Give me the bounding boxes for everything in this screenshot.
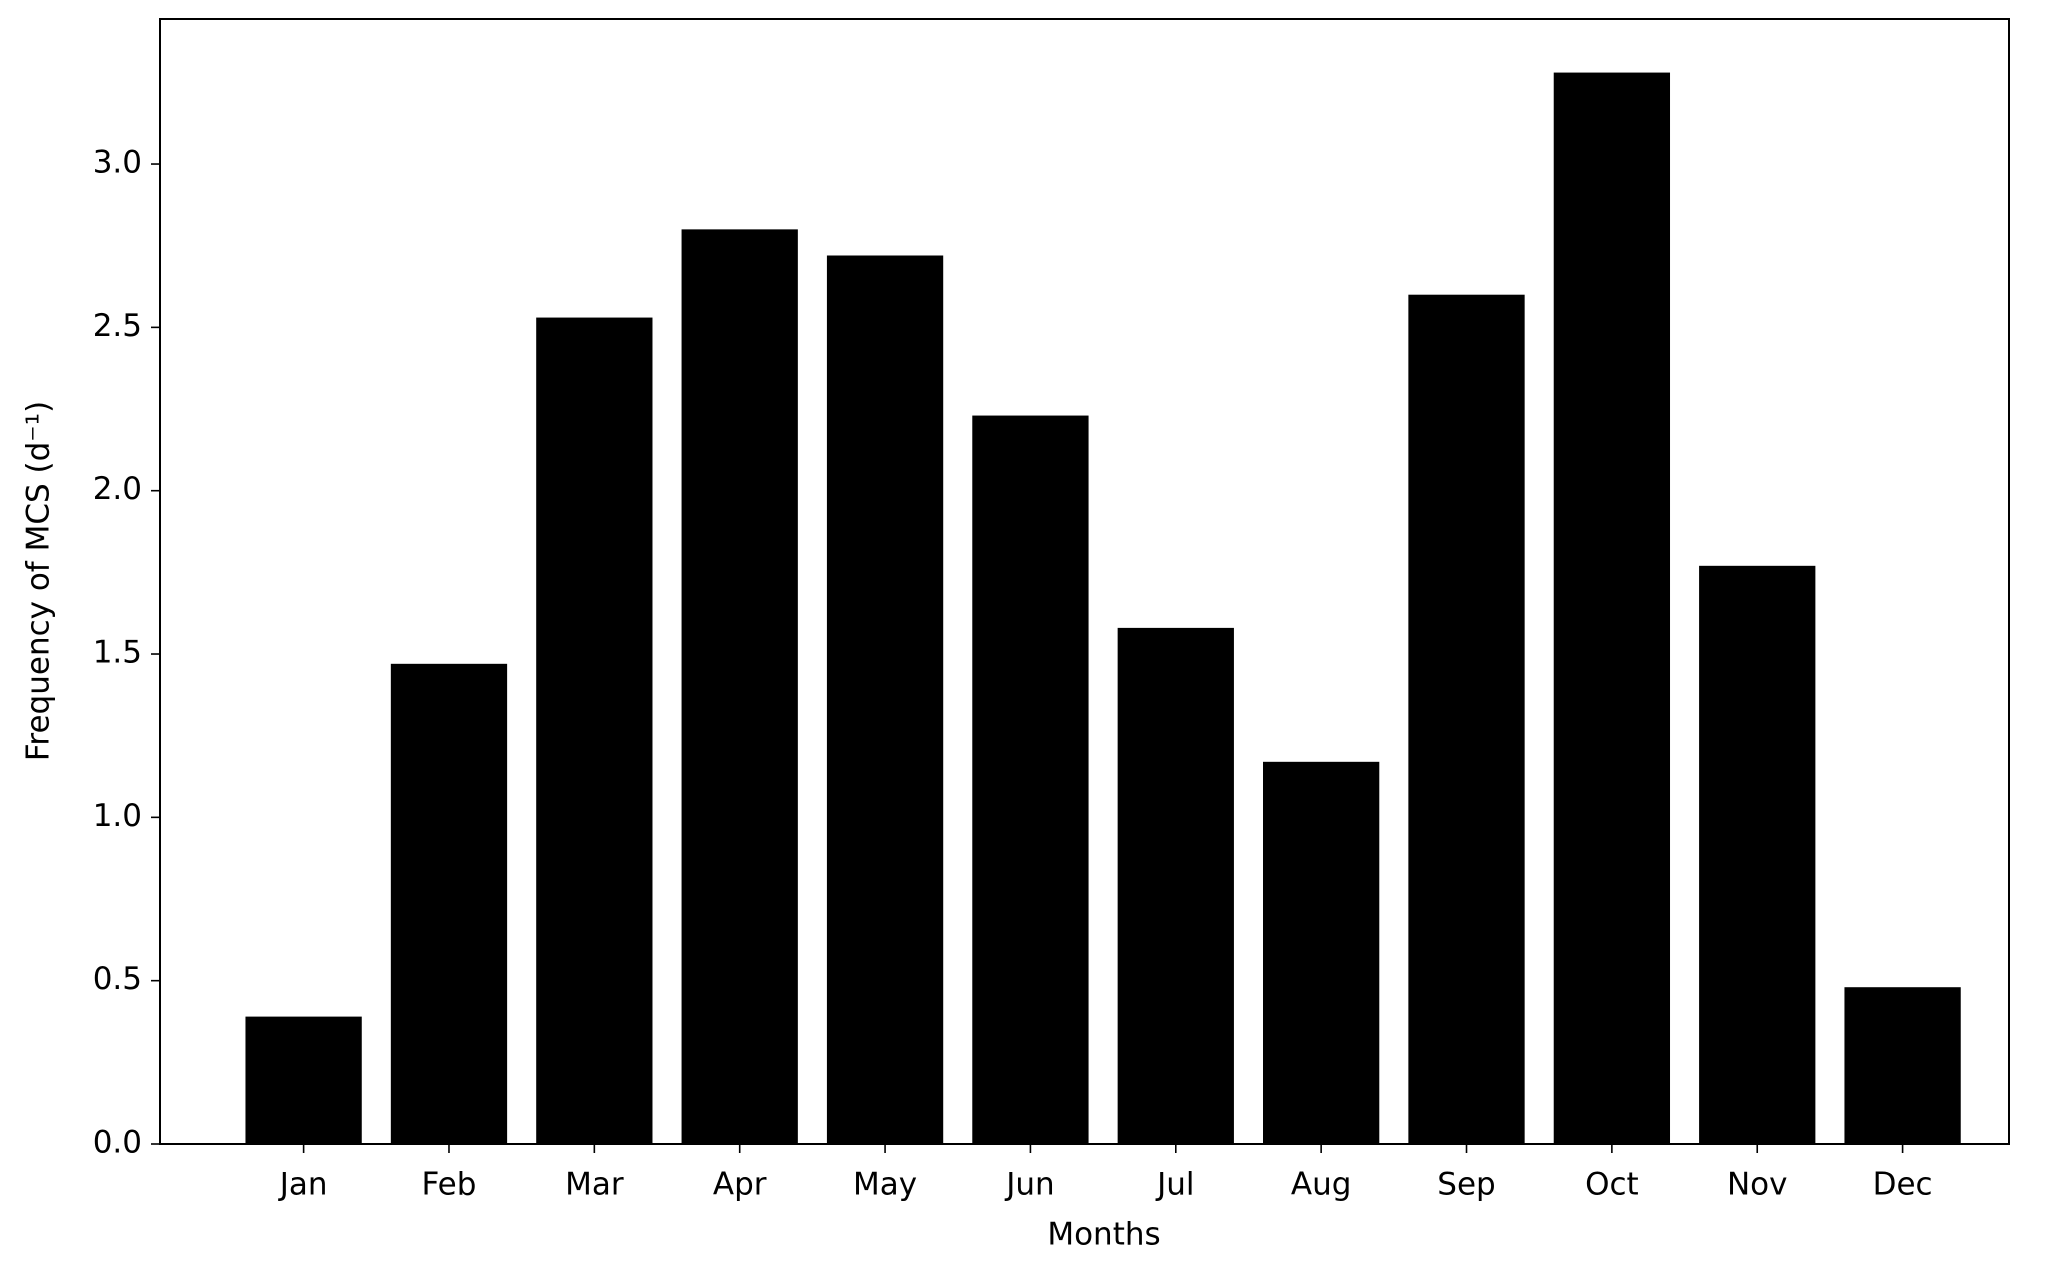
x-tick-label: Aug [1291,1167,1352,1203]
bar [681,229,798,1145]
x-tick-label: Jan [278,1167,328,1203]
bar [1117,627,1234,1144]
y-tick-label: 0.5 [93,961,142,997]
bar [972,415,1089,1145]
x-tick-label: Nov [1727,1167,1788,1203]
x-tick-label: Oct [1585,1167,1639,1203]
y-tick-label: 2.0 [93,471,142,507]
x-tick-label: May [853,1167,917,1203]
bar [245,1016,362,1144]
y-axis-label: Frequency of MCS (d⁻¹) [21,401,57,761]
x-tick-label: Dec [1873,1167,1933,1203]
y-tick-label: 2.5 [93,308,142,344]
bar [390,663,508,1144]
x-tick-label: Sep [1437,1167,1495,1203]
x-tick-label: Jul [1155,1167,1194,1203]
bar [1553,72,1671,1145]
plot-frame [159,18,2010,1145]
bar [1844,987,1961,1144]
x-tick-label: Mar [565,1167,624,1203]
bar [1263,761,1380,1144]
bar [1699,565,1816,1144]
y-tick-label: 1.5 [93,635,142,671]
bar [1408,294,1525,1144]
y-tick-label: 0.0 [93,1125,142,1161]
y-tick-label: 1.0 [93,798,142,834]
x-tick-label: Feb [422,1167,477,1203]
bar [536,317,653,1144]
x-tick-label: Jun [1004,1167,1054,1203]
x-tick-label: Apr [713,1167,767,1203]
x-axis-label: Months [1047,1217,1160,1253]
bar [826,255,944,1144]
y-tick-label: 3.0 [93,145,142,181]
